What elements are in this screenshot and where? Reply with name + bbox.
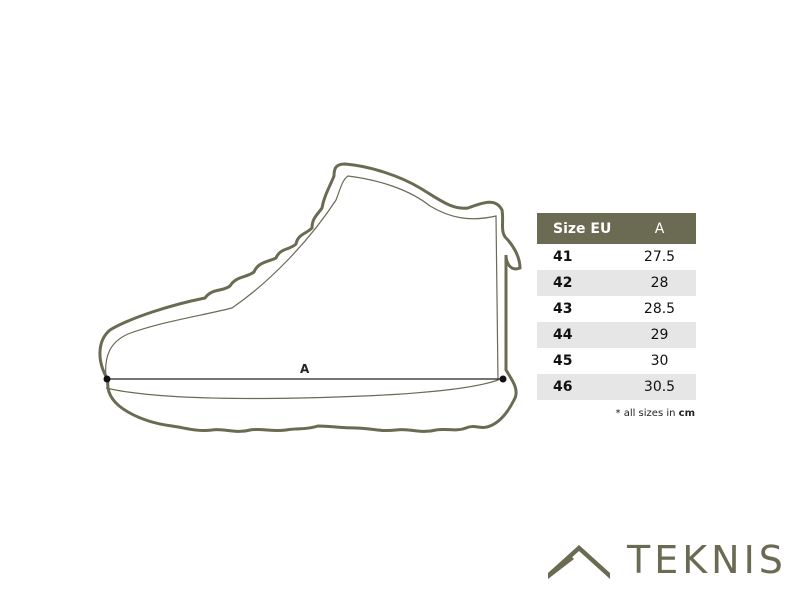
boot-inner-outline <box>105 175 499 400</box>
header-a: A <box>623 213 696 244</box>
table-header-row: Size EU A <box>537 213 696 244</box>
size-cell: 46 <box>537 374 623 400</box>
table-row: 45 30 <box>537 348 696 374</box>
brand-name: TEKNIS <box>627 538 787 582</box>
table-row: 41 27.5 <box>537 244 696 270</box>
header-size-eu: Size EU <box>537 213 623 244</box>
teknis-logo-icon <box>548 545 610 579</box>
size-cell: 45 <box>553 353 573 369</box>
length-cell: 30.5 <box>623 374 696 400</box>
length-cell: 30 <box>650 353 669 369</box>
length-cell: 28 <box>623 270 696 296</box>
size-cell: 43 <box>553 301 573 317</box>
size-cell: 44 <box>537 322 623 348</box>
units-note-text: * all sizes in <box>615 408 679 419</box>
size-cell: 42 <box>537 270 623 296</box>
size-cell: 41 <box>553 249 573 265</box>
table-row: 44 29 <box>537 322 696 348</box>
table-row: 46 30.5 <box>537 374 696 400</box>
measure-label-a: A <box>300 362 310 376</box>
length-cell: 28.5 <box>643 301 676 317</box>
units-note-unit: cm <box>678 408 695 419</box>
measure-point-toe <box>499 375 507 383</box>
table-row: 43 28.5 <box>537 296 696 322</box>
length-cell: 29 <box>623 322 696 348</box>
size-table: Size EU A 41 27.5 42 28 43 28.5 44 29 45 30 4… <box>537 213 696 400</box>
units-note: * all sizes in cm <box>580 408 695 419</box>
boot-outer-outline <box>98 162 522 433</box>
length-cell: 27.5 <box>643 249 676 265</box>
measure-point-heel <box>103 375 111 383</box>
table-row: 42 28 <box>537 270 696 296</box>
